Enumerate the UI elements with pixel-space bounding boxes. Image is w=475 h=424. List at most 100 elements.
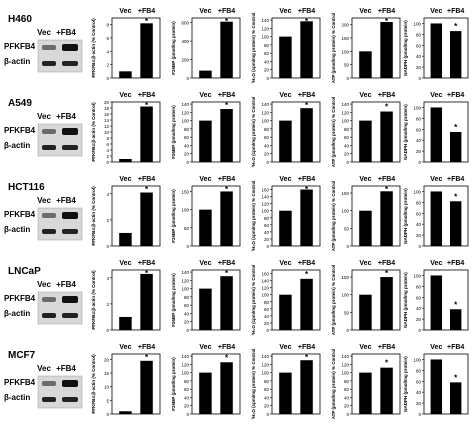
- y-tick-label: 0: [346, 244, 349, 249]
- blot-band-label-pfkfb4: PFKFB4: [4, 210, 36, 219]
- panel-header-vec: Vec: [359, 92, 371, 99]
- cell-line-label: LNCaP: [8, 266, 41, 277]
- y-tick-label: 120: [261, 26, 269, 31]
- y-tick-label: 40: [264, 230, 270, 235]
- blot-band-label-actin: β-actin: [4, 309, 30, 318]
- bar-vec: [119, 159, 132, 162]
- bar-fb4: [449, 31, 462, 78]
- y-tick-label: 0: [266, 244, 269, 249]
- blot-band-pfkfb4-fb4: [62, 212, 78, 219]
- blot-band-actin-vec: [42, 229, 56, 234]
- y-tick-label: 40: [264, 59, 270, 64]
- panel-header-vec: Vec: [199, 260, 211, 267]
- y-axis-label: PFKFB4:β-actin (% Control): [91, 186, 96, 246]
- y-tick-label: 150: [181, 189, 189, 194]
- panel-header-vec: Vec: [430, 92, 442, 99]
- panel-header-vec: Vec: [359, 344, 371, 351]
- y-axis-label: NADPH (pmol/mg protein): [403, 272, 408, 328]
- panel-header-vec: Vec: [199, 8, 211, 15]
- blot-header-fb4: +FB4: [56, 28, 76, 37]
- plot-frame: [191, 17, 241, 79]
- y-tick-label: 20: [264, 68, 270, 73]
- y-tick-label: 100: [181, 287, 189, 292]
- y-axis-label: ATP (pmol/mg protein) % Control: [331, 13, 336, 84]
- y-tick-label: 100: [181, 208, 189, 213]
- y-tick-label: 40: [184, 395, 190, 400]
- blot-band-pfkfb4-vec: [42, 381, 56, 386]
- plot-frame: [351, 269, 401, 331]
- panel-header-fb4: +FB4: [218, 176, 235, 183]
- bar-vec: [279, 372, 292, 414]
- cell-line-label: H460: [8, 14, 32, 25]
- panel-header-vec: Vec: [199, 344, 211, 351]
- bar-fb4: [220, 21, 233, 79]
- panel-header-vec: Vec: [199, 92, 211, 99]
- bar-fb4: [140, 273, 153, 330]
- y-tick-label: 12: [104, 124, 110, 129]
- blot-band-label-pfkfb4: PFKFB4: [4, 42, 36, 51]
- significance-marker: *: [225, 17, 229, 26]
- blot-band-pfkfb4-fb4: [62, 380, 78, 387]
- panel-header-fb4: +FB4: [378, 176, 395, 183]
- blot-band-label-actin: β-actin: [4, 57, 30, 66]
- plot-frame: [271, 17, 321, 79]
- significance-marker: *: [454, 192, 458, 201]
- y-tick-label: 40: [264, 143, 270, 148]
- panel-header-fb4: +FB4: [447, 8, 464, 15]
- y-tick-label: 0: [106, 160, 109, 165]
- plot-frame: [191, 185, 241, 247]
- cell-line-label: A549: [8, 98, 32, 109]
- y-tick-label: 100: [341, 209, 349, 214]
- panel-header-fb4: +FB4: [447, 260, 464, 267]
- y-axis-label: F26BP (pmol/mg protein): [171, 357, 176, 411]
- y-tick-label: 150: [341, 275, 349, 280]
- y-axis-label: ³H₂O (cpm/mg protein) % Control: [251, 181, 256, 252]
- bar-fb4: [220, 362, 233, 414]
- panel-header-vec: Vec: [279, 344, 291, 351]
- panel-header-vec: Vec: [119, 260, 131, 267]
- y-tick-label: 140: [261, 102, 269, 107]
- y-tick-label: 100: [341, 49, 349, 54]
- bar-vec: [359, 51, 372, 78]
- y-tick-label: 160: [261, 188, 269, 193]
- panel-header-fb4: +FB4: [138, 8, 155, 15]
- y-tick-label: 2: [106, 302, 109, 307]
- panel-header-fb4: +FB4: [378, 8, 395, 15]
- panel-header-vec: Vec: [430, 260, 442, 267]
- y-tick-label: 80: [264, 216, 270, 221]
- y-tick-label: 0: [186, 244, 189, 249]
- y-tick-label: 0: [266, 412, 269, 417]
- bar-vec: [199, 70, 212, 78]
- panel-header-fb4: +FB4: [218, 8, 235, 15]
- bar-vec: [430, 191, 443, 246]
- y-tick-label: 0: [346, 160, 349, 165]
- y-axis-label: F26BP (pmol/mg protein): [171, 105, 176, 159]
- blot-header-fb4: +FB4: [56, 196, 76, 205]
- y-tick-label: 8: [106, 136, 109, 141]
- significance-marker: *: [145, 185, 149, 194]
- significance-marker: *: [385, 17, 389, 26]
- y-tick-label: 40: [344, 395, 350, 400]
- y-tick-label: 50: [344, 63, 350, 68]
- y-tick-label: 8: [106, 23, 109, 28]
- panel-header-fb4: +FB4: [298, 92, 315, 99]
- blot-band-pfkfb4-fb4: [62, 296, 78, 303]
- significance-marker: *: [145, 101, 149, 110]
- y-tick-label: 6: [106, 36, 109, 41]
- cell-line-label: HCT116: [8, 182, 45, 193]
- significance-marker: *: [225, 353, 229, 362]
- significance-marker: *: [385, 269, 389, 278]
- panel-header-vec: Vec: [119, 176, 131, 183]
- bar-vec: [430, 275, 443, 330]
- bar-vec: [430, 23, 443, 79]
- blot-band-label-actin: β-actin: [4, 225, 30, 234]
- y-tick-label: 20: [184, 404, 190, 409]
- blot-band-actin-fb4: [62, 61, 78, 66]
- plot-frame: [191, 353, 241, 415]
- y-tick-label: 100: [341, 119, 349, 124]
- y-tick-label: 100: [261, 293, 269, 298]
- bar-vec: [279, 294, 292, 330]
- panel-header-fb4: +FB4: [218, 260, 235, 267]
- significance-marker: *: [385, 359, 389, 368]
- y-tick-label: 18: [104, 106, 110, 111]
